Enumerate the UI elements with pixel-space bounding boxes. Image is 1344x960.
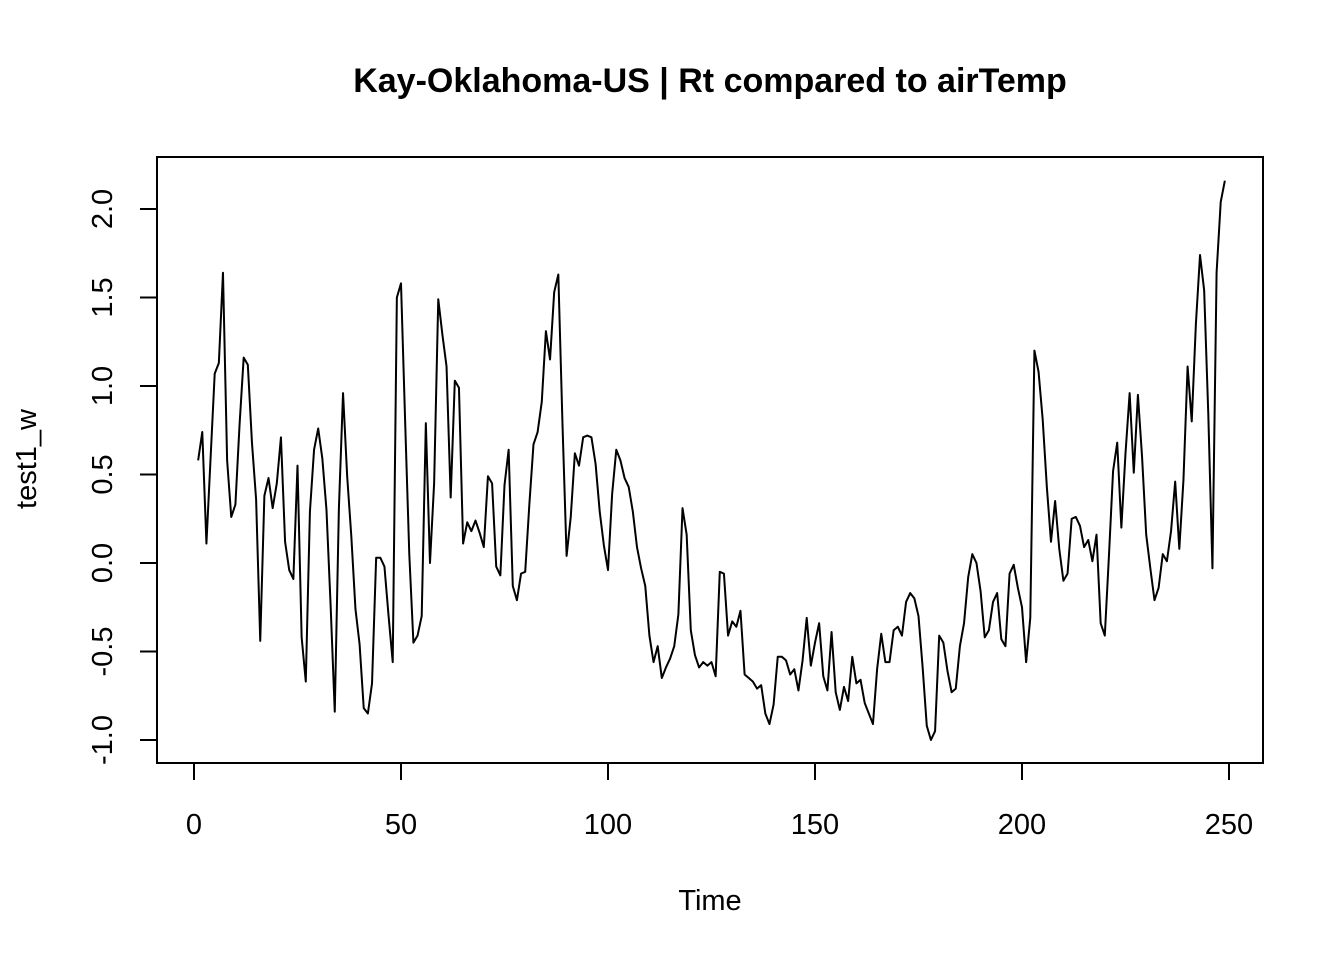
y-tick-label: -0.5 (87, 627, 119, 677)
y-tick-label: 1.0 (87, 366, 119, 406)
x-tick-label: 200 (998, 809, 1046, 841)
x-axis: 0 50 100 150 200 250 (186, 762, 1253, 841)
x-tick-label: 150 (791, 809, 839, 841)
y-axis: -1.0 -0.5 0.0 0.5 1.0 1.5 2.0 (87, 189, 158, 765)
y-tick-label: 2.0 (87, 189, 119, 229)
y-axis-label: test1_w (11, 408, 43, 509)
chart-title: Kay-Oklahoma-US | Rt compared to airTemp (353, 62, 1067, 100)
x-tick-label: 0 (186, 809, 202, 841)
x-tick-label: 100 (584, 809, 632, 841)
y-tick-label: 1.5 (87, 277, 119, 317)
x-axis-label: Time (678, 885, 741, 917)
y-tick-label: 0.5 (87, 454, 119, 494)
y-tick-label: 0.0 (87, 543, 119, 583)
x-tick-label: 50 (385, 809, 417, 841)
y-tick-label: -1.0 (87, 715, 119, 765)
series-line (197, 180, 1226, 741)
x-tick-label: 250 (1205, 809, 1253, 841)
